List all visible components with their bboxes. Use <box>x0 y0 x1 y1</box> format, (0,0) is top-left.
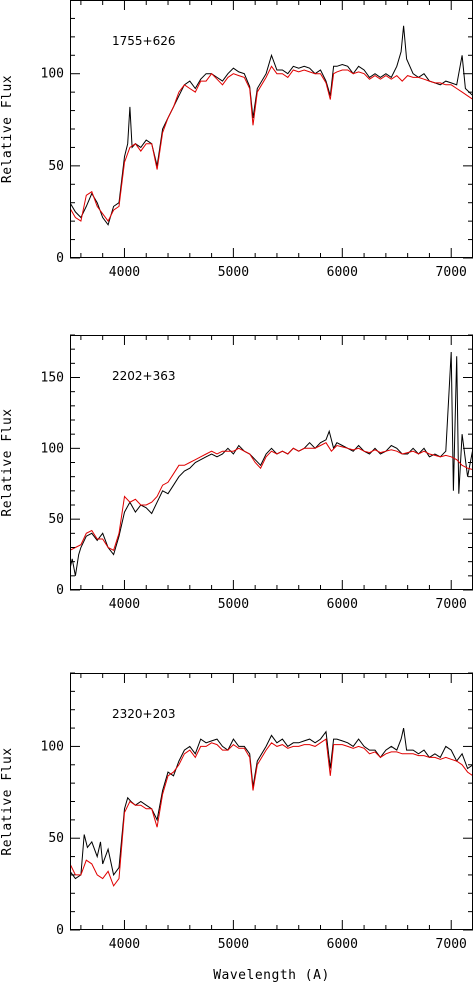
x-tick-label: 4000 <box>109 597 140 612</box>
spectrum-panel-3: 4000 5000 6000 7000 0 50 100 Relative Flux 2320+… <box>0 672 473 983</box>
y-tick-label: 100 <box>41 441 64 456</box>
x-tick-label: 4000 <box>109 265 140 280</box>
y-tick-label: 50 <box>48 831 64 846</box>
y-tick-label: 0 <box>56 583 64 598</box>
y-tick-label: 50 <box>48 159 64 174</box>
y-axis-label: Relative Flux <box>0 408 15 516</box>
object-id-label: 2202+363 <box>112 369 176 383</box>
y-axis-label: Relative Flux <box>0 75 15 183</box>
y-tick-label: 50 <box>48 512 64 527</box>
y-tick-label: 100 <box>41 67 64 82</box>
object-id-label: 2320+203 <box>112 707 176 721</box>
observed-spectrum-line-3 <box>70 727 473 880</box>
y-tick-label: 100 <box>41 739 64 754</box>
model-spectrum-line-1 <box>70 65 473 223</box>
x-tick-label: 5000 <box>218 597 249 612</box>
x-tick-label: 5000 <box>218 265 249 280</box>
x-tick-label: 6000 <box>327 937 358 952</box>
observed-spectrum-line-1 <box>70 25 473 226</box>
x-tick-label: 7000 <box>436 597 467 612</box>
y-tick-label: 0 <box>56 923 64 938</box>
y-tick-label: 150 <box>41 371 64 386</box>
y-tick-label: 0 <box>56 251 64 266</box>
model-spectrum-line-2 <box>70 442 473 552</box>
spectrum-panel-1: 4000 5000 6000 7000 0 50 100 Relative Flux 1755+… <box>0 0 473 280</box>
x-axis-label: Wavelength (A) <box>213 968 330 983</box>
x-tick-label: 4000 <box>109 937 140 952</box>
model-spectrum-line-3 <box>70 738 473 887</box>
object-id-label: 1755+626 <box>112 34 176 48</box>
x-tick-label: 7000 <box>436 937 467 952</box>
x-tick-label: 5000 <box>218 937 249 952</box>
x-tick-label: 6000 <box>327 597 358 612</box>
spectrum-panel-2: 4000 5000 6000 7000 0 50 100 150 Relative Flux 22… <box>0 334 473 612</box>
x-tick-label: 6000 <box>327 265 358 280</box>
observed-spectrum-line-2 <box>70 351 473 576</box>
y-axis-label: Relative Flux <box>0 747 15 855</box>
x-tick-label: 7000 <box>436 265 467 280</box>
